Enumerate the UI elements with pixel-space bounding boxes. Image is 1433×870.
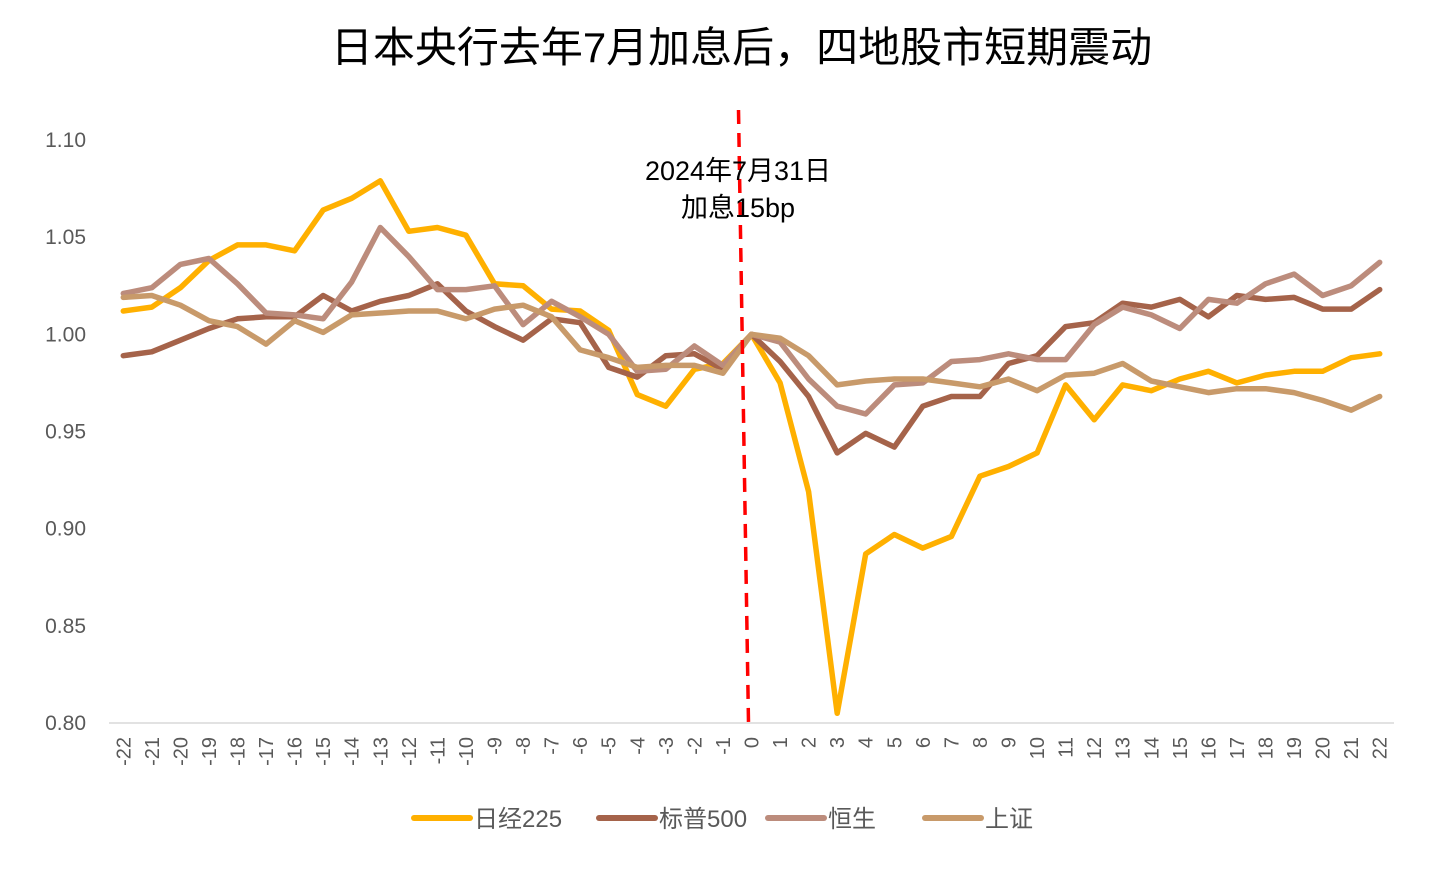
x-tick-label: 21 xyxy=(1341,737,1363,759)
x-tick-label: 19 xyxy=(1284,737,1306,759)
x-tick-label: 18 xyxy=(1256,737,1278,759)
legend-label: 恒生 xyxy=(828,806,876,833)
x-tick-label: -19 xyxy=(199,737,221,766)
y-tick-label: 0.95 xyxy=(45,421,86,444)
x-tick-label: -6 xyxy=(570,737,592,755)
legend-label: 上证 xyxy=(985,806,1033,833)
x-tick-label: 13 xyxy=(1113,737,1135,759)
x-tick-label: 16 xyxy=(1198,737,1220,759)
y-tick-label: 1.00 xyxy=(45,323,86,346)
x-tick-label: 10 xyxy=(1027,737,1049,759)
x-tick-label: -7 xyxy=(542,737,564,755)
x-tick-label: 0 xyxy=(742,737,764,748)
x-tick-label: -21 xyxy=(142,737,164,766)
x-tick-label: -22 xyxy=(113,737,135,766)
x-tick-label: -15 xyxy=(313,737,335,766)
y-tick-label: 0.80 xyxy=(45,712,86,735)
x-tick-label: 6 xyxy=(913,737,935,748)
x-tick-label: -10 xyxy=(456,737,478,766)
x-tick-label: 4 xyxy=(856,737,878,748)
series-line-1 xyxy=(120,178,1383,717)
x-tick-label: -18 xyxy=(228,737,250,766)
event-marker-line xyxy=(736,109,751,724)
x-tick-label: 5 xyxy=(884,737,906,748)
event-annotation-rate: 加息15bp xyxy=(681,193,795,223)
x-tick-label: -16 xyxy=(285,737,307,766)
x-tick-label: -13 xyxy=(370,737,392,766)
x-tick-label: -20 xyxy=(170,737,192,766)
series-line-3 xyxy=(120,224,1383,417)
x-tick-label: -4 xyxy=(627,737,649,755)
x-tick-label: -3 xyxy=(656,737,678,755)
y-tick-label: 1.05 xyxy=(45,226,86,249)
y-tick-label: 0.85 xyxy=(45,615,86,638)
x-tick-label: 22 xyxy=(1370,737,1392,759)
series-lines xyxy=(120,178,1383,717)
x-tick-label: 9 xyxy=(999,737,1021,748)
x-axis: -22 -21 -20 -19 -18 -17 -16 -15 -14 -13 -12 -11 -10-… xyxy=(113,737,1391,766)
x-tick-label: -17 xyxy=(256,737,278,766)
legend-label: 日经225 xyxy=(474,806,562,833)
x-tick-label: 3 xyxy=(827,737,849,748)
x-tick-label: -12 xyxy=(399,737,421,766)
x-tick-label: 8 xyxy=(970,737,992,748)
event-annotation-date: 2024年7月31日 xyxy=(645,156,831,186)
x-tick-label: -2 xyxy=(684,737,706,755)
x-tick-label: -8 xyxy=(513,737,535,755)
legend: 日经225 标普500 恒生 上证 xyxy=(411,806,1033,833)
y-tick-label: 0.90 xyxy=(45,518,86,541)
y-tick-label: 1.10 xyxy=(45,129,86,152)
x-tick-label: 20 xyxy=(1313,737,1335,759)
x-tick-label: 7 xyxy=(941,737,963,748)
legend-label: 标普500 xyxy=(659,806,747,833)
y-axis: 0.80 0.85 0.90 0.95 1.00 1.05 1.10 xyxy=(45,129,86,735)
series-line-2 xyxy=(120,281,1383,456)
x-tick-label: 12 xyxy=(1084,737,1106,759)
x-tick-label: -9 xyxy=(485,737,507,755)
x-tick-label: 2 xyxy=(799,737,821,748)
x-tick-label: -1 xyxy=(713,737,735,755)
x-tick-label: -5 xyxy=(599,737,621,755)
x-tick-label: 11 xyxy=(1056,737,1078,758)
x-tick-label: 15 xyxy=(1170,737,1192,759)
x-tick-label: 1 xyxy=(770,737,792,748)
series-line-4 xyxy=(120,292,1383,413)
chart-title: 日本央行去年7月加息后，四地股市短期震动 xyxy=(330,24,1153,71)
x-tick-label: 14 xyxy=(1141,737,1163,759)
x-tick-label: -11 xyxy=(427,737,449,764)
x-tick-label: -14 xyxy=(342,737,364,766)
x-tick-label: 17 xyxy=(1227,737,1249,759)
